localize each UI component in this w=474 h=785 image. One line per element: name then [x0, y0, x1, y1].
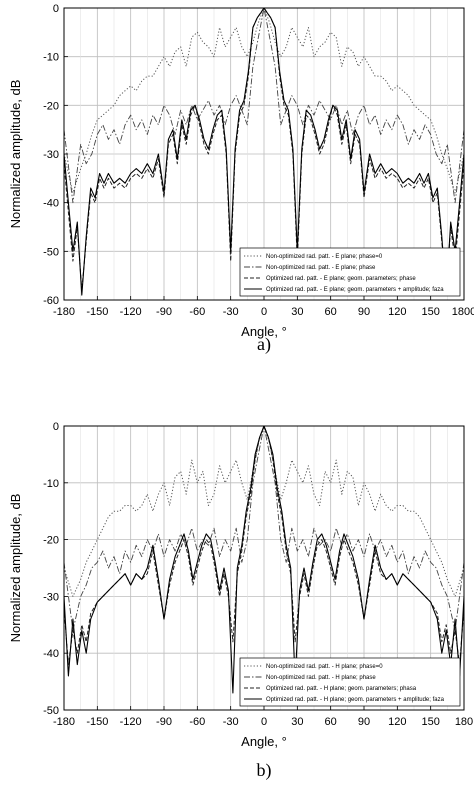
chart-2-legend-entry: Non-optimized rad. patt. - H plane; phas…: [266, 675, 376, 681]
chart-1-series-1-line: [64, 8, 464, 194]
chart-2-series-4-line: [64, 426, 464, 694]
chart-1-xtick-label: 150: [421, 306, 439, 318]
chart-2-xtick-label: -180: [53, 716, 75, 728]
chart-1-series-4-line: [64, 8, 464, 296]
chart-1-ytick-label: -20: [43, 100, 59, 112]
chart-2-xtick-label: -60: [189, 716, 205, 728]
chart-1-xtick-label: -90: [156, 306, 172, 318]
chart-2-xtick-label: -120: [120, 716, 142, 728]
chart-1-xtick-label: 90: [358, 306, 370, 318]
chart-2-ytick-label: 0: [53, 421, 59, 433]
chart-2-xtick-label: 180: [455, 716, 473, 728]
chart-2-xtick-label: 60: [325, 716, 337, 728]
chart-1-xtick-label: -180: [53, 306, 75, 318]
chart-1-legend: Non-optimized rad. patt. - E plane; phas…: [239, 247, 461, 297]
chart-1-legend-entry: Optimized rad. patt. - E plane; geom. pa…: [266, 287, 444, 293]
chart-1-ytick-label: 0: [53, 3, 59, 15]
chart-2-ytick-label: -20: [43, 535, 59, 547]
chart-1-series-3-line: [64, 8, 464, 291]
chart-2-ytick-label: -10: [43, 478, 59, 490]
chart-1-ytick-label: -10: [43, 52, 59, 64]
chart-2-legend-entry: Non-optimized rad. patt. - H plane; phas…: [266, 664, 383, 670]
chart-2-ytick-label: -30: [43, 591, 59, 603]
chart-1-xtick-label: -120: [120, 306, 142, 318]
chart-1-caption: a): [257, 334, 271, 355]
chart-1-ytick-label: -60: [43, 295, 59, 307]
chart-2-xtick-label: 150: [421, 716, 439, 728]
chart-1-xtick-label: 120: [388, 306, 406, 318]
chart-1-ytick-label: -30: [43, 149, 59, 161]
chart-1-legend-entry: Non-optimized rad. patt. - E plane; phas…: [266, 265, 376, 271]
chart-2-ytick-label: -50: [43, 705, 59, 717]
chart-1-ytick-label: -50: [43, 246, 59, 258]
chart-1-xtick-label: -60: [189, 306, 205, 318]
chart-2-ylabel: Normalized amplitude, dB: [8, 494, 23, 643]
chart-2-xlabel: Angle, °: [241, 734, 287, 749]
chart-2-xtick-label: -150: [86, 716, 108, 728]
chart-1-legend-entry: Non-optimized rad. patt. - E plane; phas…: [266, 254, 383, 260]
chart-2-legend: Non-optimized rad. patt. - H plane; phas…: [239, 657, 461, 707]
chart-1-ytick-label: -40: [43, 198, 59, 210]
chart-2-xtick-label: 90: [358, 716, 370, 728]
chart-2-legend-entry: Optimized rad. patt. - H plane; geom. pa…: [266, 697, 445, 703]
chart-1-xtick-label: 30: [291, 306, 303, 318]
chart-2-legend-box: [239, 657, 461, 707]
chart-2-xtick-label: 120: [388, 716, 406, 728]
chart-1-ylabel: Normalized amplitude, dB: [8, 80, 23, 229]
chart-1-xtick-label: -150: [86, 306, 108, 318]
chart-2-xtick-label: -90: [156, 716, 172, 728]
chart-1: -180 -150 -120 -90 -60 -30 0 30 60 90 120 150 1800 0 -…: [8, 3, 474, 355]
chart-1-xtick-label: 1800: [452, 306, 474, 318]
chart-1-xtick-label: -30: [223, 306, 239, 318]
chart-2-xtick-label: 30: [291, 716, 303, 728]
chart-2: -180 -150 -120 -90 -60 -30 0 30 60 90 120 150 180 0 -1…: [8, 421, 473, 781]
chart-2-ytick-label: -40: [43, 648, 59, 660]
chart-1-legend-entry: Optimized rad. patt. - E plane; geom. pa…: [266, 276, 416, 282]
chart-1-xlabel: Angle, °: [241, 324, 287, 339]
chart-1-xtick-label: 0: [261, 306, 267, 318]
chart-1-xtick-label: 60: [325, 306, 337, 318]
chart-2-caption: b): [257, 760, 272, 781]
chart-1-series-2-line: [64, 8, 464, 204]
chart-2-xtick-label: 0: [261, 716, 267, 728]
chart-2-xtick-label: -30: [223, 716, 239, 728]
chart-1-legend-box: [239, 247, 461, 297]
chart-2-legend-entry: Optimized rad. patt. - H plane; geom. pa…: [266, 686, 417, 692]
